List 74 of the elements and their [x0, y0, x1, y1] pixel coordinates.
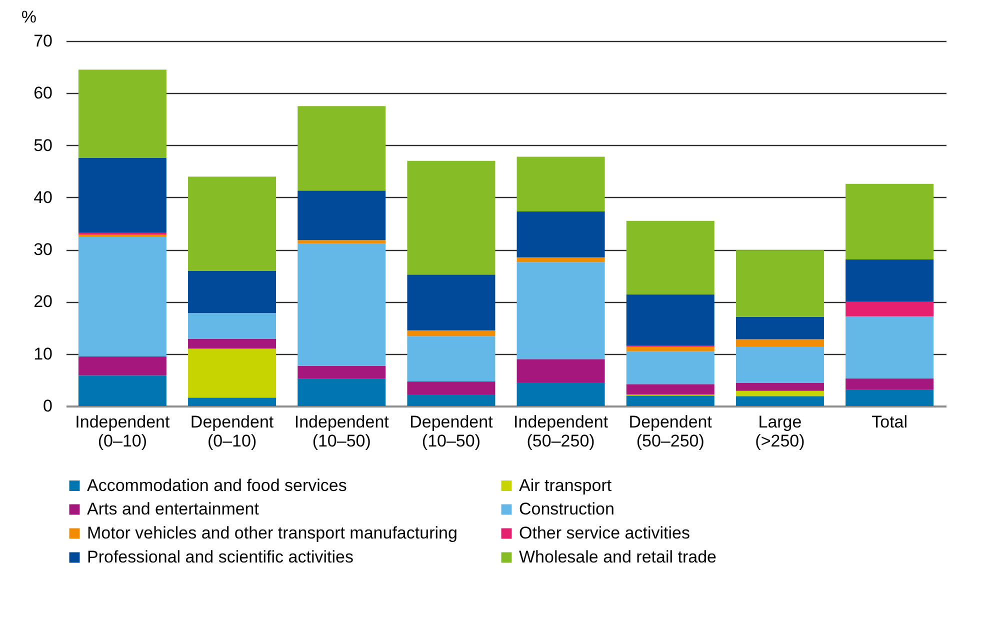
bar — [736, 346, 824, 384]
x-tick-label: Dependent (0–10) — [190, 412, 274, 450]
legend-label: Other service activities — [519, 524, 690, 542]
legend-label: Motor vehicles and other transport manufacturing — [87, 524, 458, 542]
bar — [626, 220, 714, 294]
bar — [78, 70, 166, 158]
bar — [78, 375, 166, 406]
y-tick-label: 10 — [34, 344, 52, 364]
x-tick-label: Independent (50–250) — [514, 412, 608, 450]
y-axis-title: % — [21, 8, 36, 26]
x-tick-label: Dependent (10–50) — [410, 412, 494, 450]
bar — [736, 396, 824, 406]
y-tick-label: 20 — [34, 292, 52, 312]
bar — [78, 234, 166, 237]
bar — [298, 366, 386, 379]
bar — [626, 294, 714, 346]
legend-label: Professional and scientific activities — [87, 548, 354, 566]
y-tick-label: 70 — [34, 32, 52, 50]
x-tick-label: Independent (10–50) — [294, 412, 390, 450]
bar — [407, 394, 496, 406]
bar — [407, 274, 496, 330]
x-tick-label: Independent (0–10) — [75, 412, 170, 450]
bar — [298, 240, 386, 244]
bar — [846, 390, 934, 406]
bar — [78, 356, 166, 376]
bar — [407, 330, 496, 336]
bar — [188, 176, 276, 271]
bar — [736, 250, 824, 317]
bar — [516, 212, 605, 258]
bar — [736, 383, 824, 391]
bar — [298, 378, 386, 406]
bar — [188, 270, 276, 314]
bar — [846, 302, 934, 316]
legend-label: Construction — [519, 500, 614, 518]
legend-label: Air transport — [519, 476, 612, 495]
y-tick-label: 0 — [43, 396, 52, 416]
bar — [516, 257, 605, 262]
bar — [188, 338, 276, 349]
bar — [516, 382, 605, 406]
bar — [78, 158, 166, 233]
bar — [626, 351, 714, 384]
bar — [846, 378, 934, 390]
bar — [78, 236, 166, 356]
bar — [298, 106, 386, 191]
bar — [407, 336, 496, 382]
bar — [188, 313, 276, 339]
y-tick-label: 60 — [34, 84, 52, 103]
legend-label: Accommodation and food services — [87, 476, 347, 495]
bar — [736, 339, 824, 347]
bar — [298, 243, 386, 366]
x-tick-label: Large (>250) — [755, 412, 805, 450]
y-tick-label: 30 — [34, 240, 52, 260]
bar — [736, 316, 824, 340]
bar — [626, 384, 714, 395]
bar — [407, 381, 496, 395]
bar — [626, 346, 714, 352]
bar — [846, 316, 934, 378]
bar — [516, 156, 605, 212]
legend-label: Arts and entertainment — [87, 500, 260, 518]
bar — [516, 262, 605, 360]
x-tick-label: Dependent (50–250) — [628, 412, 712, 450]
bar — [407, 160, 496, 275]
bar — [846, 259, 934, 302]
bar — [626, 396, 714, 406]
bar — [736, 390, 824, 396]
legend-label: Wholesale and retail trade — [519, 548, 717, 566]
y-tick-label: 40 — [34, 188, 52, 207]
bar — [846, 184, 934, 260]
bar — [516, 359, 605, 383]
bar — [188, 348, 276, 398]
bar — [298, 190, 386, 240]
x-tick-label: Total — [872, 412, 908, 432]
bar — [188, 398, 276, 406]
y-tick-label: 50 — [34, 136, 52, 155]
